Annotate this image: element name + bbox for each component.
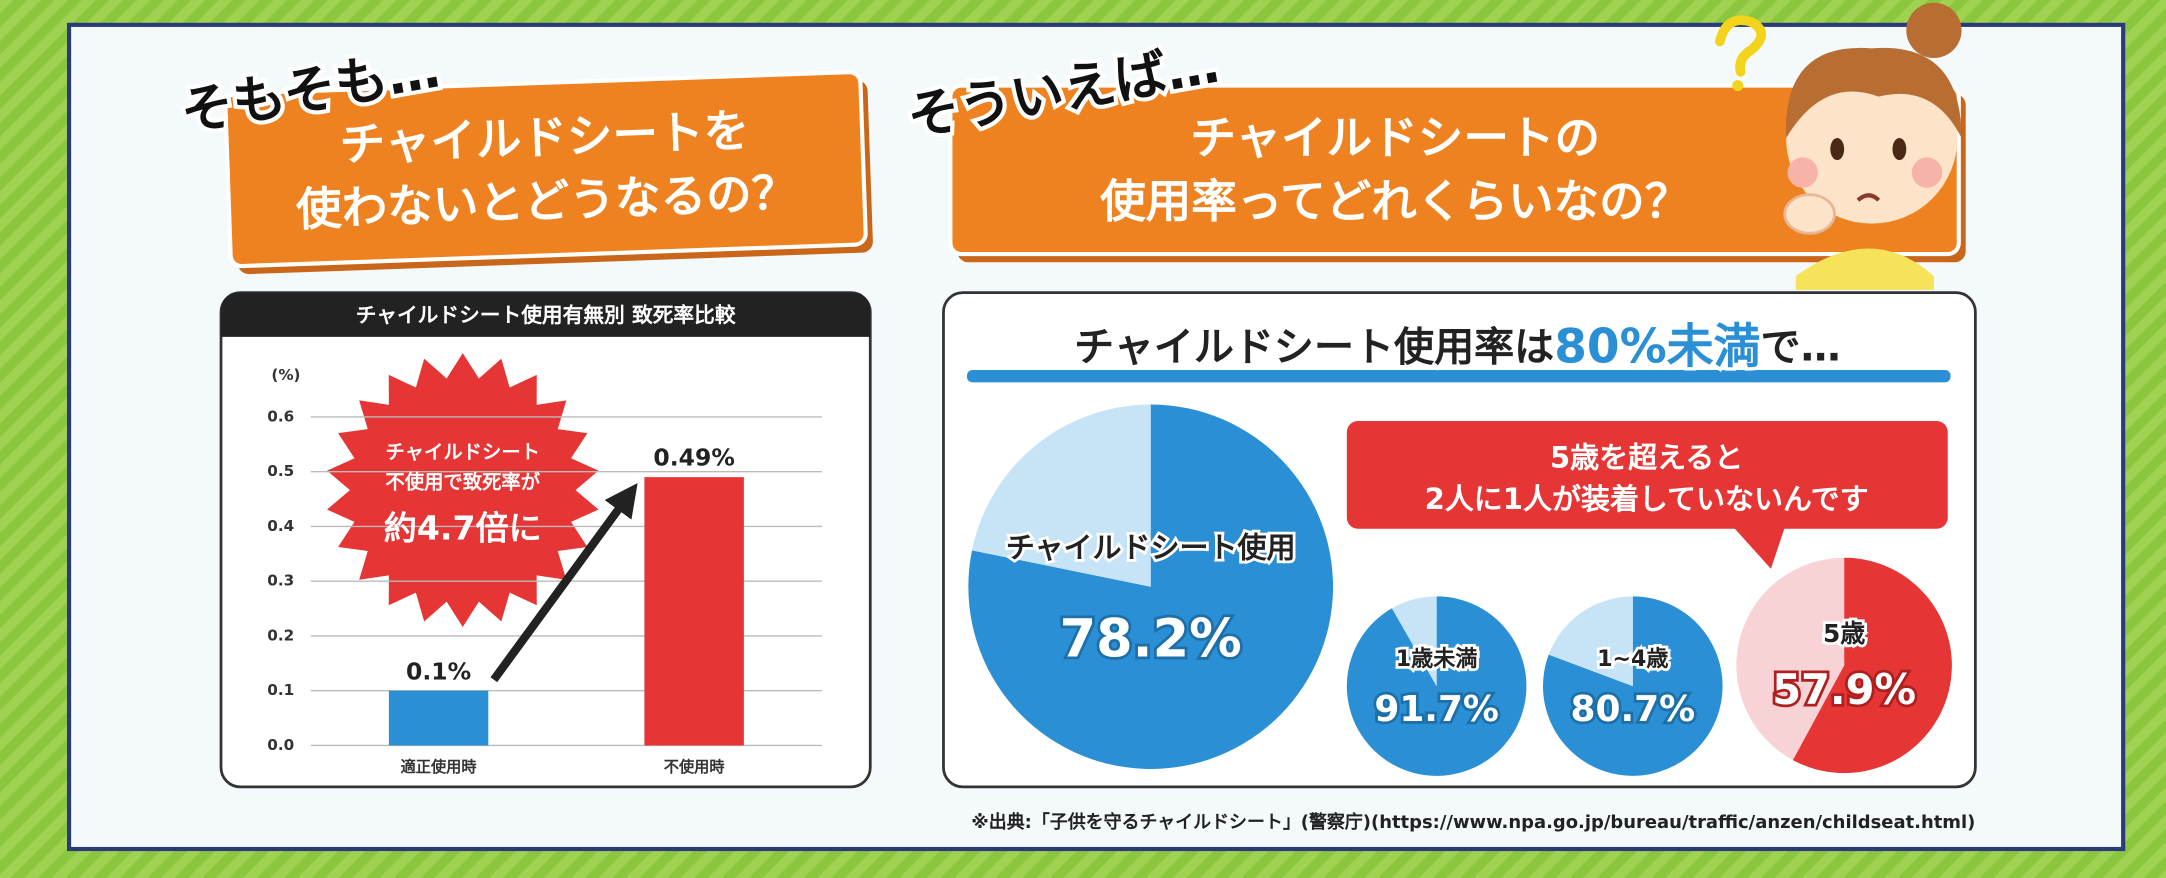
pie-label: 1~4歳 — [1597, 646, 1668, 672]
title-part: 80%未満 — [1554, 319, 1760, 374]
x-tick-label: 適正使用時 — [401, 758, 477, 776]
callout-text: 5歳を超えると — [1550, 441, 1743, 475]
chart-header — [221, 292, 871, 337]
bar — [388, 690, 489, 746]
source-note: ※出典:「子供を守るチャイルドシート」(警察庁)(https://www.npa… — [971, 811, 1975, 833]
pie-label: チャイルドシート使用 — [1006, 530, 1296, 564]
pie-slice — [1391, 596, 1437, 687]
pie-value-label: 91.7% — [1374, 689, 1499, 730]
usage-title: チャイルドシート使用率は80%未満で… — [1074, 319, 1841, 374]
y-tick-label: 0.4 — [267, 517, 294, 535]
y-tick-label: 0.2 — [267, 626, 294, 644]
y-axis-label: (%) — [271, 366, 300, 384]
pie-value-label: 78.2% — [1060, 609, 1242, 670]
chart-title: チャイルドシート使用有無別 致死率比較 — [356, 303, 736, 327]
pie-slice — [968, 404, 1334, 769]
pie-slice — [1346, 596, 1527, 776]
callout-box — [1346, 421, 1948, 529]
pie-label: 5歳 — [1823, 619, 1865, 648]
annotation: 約4.7倍に — [384, 509, 542, 548]
question-text: 使用率ってどれくらいなの？ — [1100, 175, 1690, 228]
y-tick-label: 0.5 — [267, 462, 294, 480]
title-part: チャイルドシート使用率は — [1074, 324, 1554, 370]
title-underline — [966, 369, 1951, 383]
pie-slice — [1736, 557, 1845, 761]
value-label: 0.49% — [653, 444, 734, 472]
pie-slice — [1792, 557, 1952, 774]
pie-label: 1歳未満 — [1396, 646, 1478, 672]
pie-slice — [1542, 596, 1723, 776]
x-tick-label: 不使用時 — [664, 758, 725, 776]
pie-slice — [1548, 596, 1633, 687]
annotation: 不使用で致死率が — [385, 471, 540, 494]
callout-pointer — [1733, 527, 1785, 569]
question-box — [223, 70, 868, 269]
girl-illustration — [1714, 2, 1962, 290]
value-label: 0.1% — [406, 657, 471, 685]
y-tick-label: 0.3 — [267, 572, 294, 590]
pie-value-label: 57.9% — [1772, 666, 1916, 714]
y-tick-label: 0.6 — [267, 407, 294, 425]
y-tick-label: 0.1 — [267, 681, 294, 699]
y-tick-label: 0.0 — [267, 736, 294, 754]
pie-value-label: 80.7% — [1571, 689, 1696, 730]
starburst — [319, 345, 607, 635]
question-box — [948, 83, 1961, 257]
title-part: で… — [1761, 324, 1841, 370]
pie-slice — [972, 404, 1151, 587]
question-text: チャイルドシートの — [1190, 111, 1600, 164]
annotation: チャイルドシート — [386, 440, 540, 463]
callout-text: 2人に1人が装着していないんです — [1425, 482, 1869, 516]
arrow — [490, 483, 638, 683]
bar — [644, 477, 744, 746]
